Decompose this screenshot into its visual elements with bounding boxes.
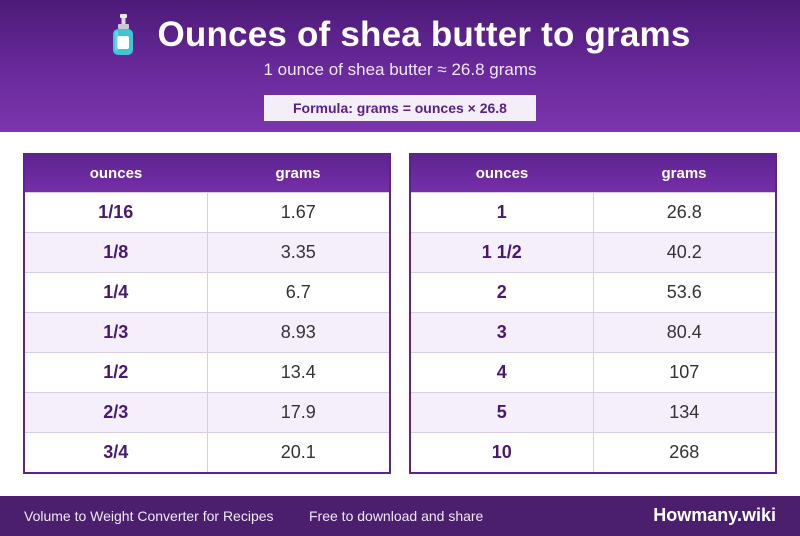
ounces-cell: 2 <box>410 272 593 313</box>
brand-logo-text: Howmany.wiki <box>653 505 776 525</box>
ounces-cell: 3/4 <box>24 432 207 473</box>
column-header-grams: grams <box>593 154 776 193</box>
ounces-cell: 2/3 <box>24 392 207 433</box>
table-row: 2/3 17.9 <box>24 392 390 433</box>
ounces-cell: 1/2 <box>24 352 207 393</box>
grams-cell: 20.1 <box>206 432 390 473</box>
table-row: 3/4 20.1 <box>24 432 390 473</box>
footer-share-text: Free to download and share <box>309 508 484 524</box>
table-header-row: ounces grams <box>24 154 390 193</box>
lotion-bottle-icon <box>113 14 134 55</box>
table-row: 1/16 1.67 <box>24 192 390 233</box>
grams-cell: 3.35 <box>206 232 390 273</box>
ounces-cell: 1 <box>410 192 593 233</box>
column-header-grams: grams <box>207 154 390 193</box>
ounces-cell: 4 <box>410 352 593 393</box>
formula-box: Formula: grams = ounces × 26.8 <box>264 95 536 121</box>
table-row: 5 134 <box>410 392 776 433</box>
grams-cell: 134 <box>592 392 776 433</box>
table-row: 10 268 <box>410 432 776 473</box>
grams-cell: 6.7 <box>206 272 390 313</box>
header-banner: Ounces of shea butter to grams 1 ounce o… <box>0 0 800 132</box>
column-header-ounces: ounces <box>24 154 207 193</box>
table-row: 1/8 3.35 <box>24 232 390 273</box>
table-row: 1/3 8.93 <box>24 312 390 353</box>
table-header-row: ounces grams <box>410 154 776 193</box>
table-row: 2 53.6 <box>410 272 776 313</box>
grams-cell: 8.93 <box>206 312 390 353</box>
table-row: 1 26.8 <box>410 192 776 233</box>
ounces-cell: 1/16 <box>24 192 207 233</box>
ounces-cell: 3 <box>410 312 593 353</box>
table-row: 1/4 6.7 <box>24 272 390 313</box>
ounces-cell: 1 1/2 <box>410 232 593 273</box>
column-header-ounces: ounces <box>410 154 593 193</box>
grams-cell: 80.4 <box>592 312 776 353</box>
ounces-cell: 1/4 <box>24 272 207 313</box>
grams-cell: 17.9 <box>206 392 390 433</box>
grams-cell: 13.4 <box>206 352 390 393</box>
conversion-table-left: ounces grams 1/16 1.67 1/8 3.35 1/4 6.7 1/3… <box>23 153 391 474</box>
grams-cell: 53.6 <box>592 272 776 313</box>
grams-cell: 107 <box>592 352 776 393</box>
table-row: 1 1/2 40.2 <box>410 232 776 273</box>
conversion-table-right: ounces grams 1 26.8 1 1/2 40.2 2 53.6 3 80.4… <box>409 153 777 474</box>
footer-converter-text: Volume to Weight Converter for Recipes <box>24 508 274 524</box>
ounces-cell: 10 <box>410 432 593 473</box>
grams-cell: 268 <box>592 432 776 473</box>
grams-cell: 40.2 <box>592 232 776 273</box>
ounces-cell: 5 <box>410 392 593 433</box>
subtitle: 1 ounce of shea butter ≈ 26.8 grams <box>263 60 537 79</box>
grams-cell: 26.8 <box>592 192 776 233</box>
table-row: 1/2 13.4 <box>24 352 390 393</box>
grams-cell: 1.67 <box>206 192 390 233</box>
title-row: Ounces of shea butter to grams <box>0 10 800 60</box>
table-row: 4 107 <box>410 352 776 393</box>
table-row: 3 80.4 <box>410 312 776 353</box>
ounces-cell: 1/3 <box>24 312 207 353</box>
ounces-cell: 1/8 <box>24 232 207 273</box>
page-title: Ounces of shea butter to grams <box>157 15 691 54</box>
footer-bar: Volume to Weight Converter for Recipes F… <box>0 496 800 536</box>
